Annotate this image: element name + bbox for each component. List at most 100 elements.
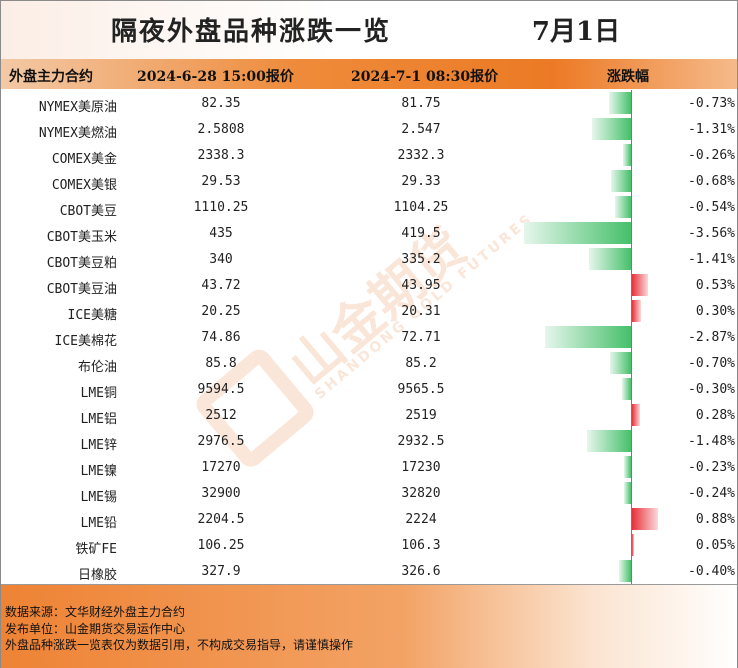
change-bar [632,534,634,556]
curr-price: 2.547 [401,122,441,137]
change-bar [524,222,631,244]
prev-price: 20.25 [201,304,241,319]
change-percent: -0.68% [688,174,735,189]
footer-source: 数据来源：文华财经外盘主力合约 [5,605,186,619]
curr-price: 2932.5 [397,434,445,449]
prev-price: 17270 [201,460,241,475]
curr-price: 326.6 [401,564,441,579]
table-row: LME铅 2204.5 2224 0.88% [1,506,737,532]
change-percent: -0.73% [688,96,735,111]
table-row: LME铜 9594.5 9565.5 -0.30% [1,376,737,402]
contract-name: CBOT美豆 [59,204,117,219]
title-bar: 隔夜外盘品种涨跌一览 7月1日 [1,1,737,60]
change-bar [609,92,631,114]
change-axis [631,90,632,584]
prev-price: 29.53 [201,174,241,189]
change-bar [632,274,648,296]
curr-price: 20.31 [401,304,441,319]
curr-price: 43.95 [401,278,441,293]
prev-price: 43.72 [201,278,241,293]
contract-name: ICE美棉花 [54,334,117,349]
header-curr-price: 2024-7-1 08:30报价 [351,69,499,85]
change-percent: -0.23% [688,460,735,475]
contract-name: NYMEX美燃油 [38,126,117,141]
change-bar [623,482,631,504]
table-header: 外盘主力合约 2024-6-28 15:00报价 2024-7-1 08:30报… [1,59,737,89]
change-percent: 0.53% [695,278,735,293]
change-bar [610,352,631,374]
table-row: 日橡胶 327.9 326.6 -0.40% [1,558,737,584]
contract-name: COMEX美银 [51,178,117,193]
curr-price: 17230 [401,460,441,475]
change-percent: -1.31% [688,122,735,137]
curr-price: 2519 [405,408,437,423]
table-row: 铁矿FE 106.25 106.3 0.05% [1,532,737,558]
prev-price: 106.25 [197,538,245,553]
change-percent: -0.54% [688,200,735,215]
prev-price: 2204.5 [197,512,245,527]
curr-price: 29.33 [401,174,441,189]
prev-price: 327.9 [201,564,241,579]
change-bar [632,300,641,322]
contract-name: 铁矿FE [75,542,117,557]
table-row: NYMEX美原油 82.35 81.75 -0.73% [1,90,737,116]
change-percent: 0.28% [695,408,735,423]
change-percent: -0.70% [688,356,735,371]
prev-price: 2512 [205,408,237,423]
contract-name: LME铝 [80,412,117,427]
header-prev-price: 2024-6-28 15:00报价 [137,69,294,85]
change-percent: -0.26% [688,148,735,163]
table-row: 布伦油 85.8 85.2 -0.70% [1,350,737,376]
change-bar [591,118,631,140]
table-row: CBOT美豆油 43.72 43.95 0.53% [1,272,737,298]
contract-name: COMEX美金 [51,152,117,167]
table-row: CBOT美豆粕 340 335.2 -1.41% [1,246,737,272]
contract-name: 日橡胶 [77,568,117,583]
curr-price: 1104.25 [393,200,449,215]
change-percent: 0.88% [695,512,735,527]
curr-price: 32820 [401,486,441,501]
header-name: 外盘主力合约 [9,69,93,85]
table-row: COMEX美金 2338.3 2332.3 -0.26% [1,142,737,168]
curr-price: 81.75 [401,96,441,111]
table-row: ICE美糖 20.25 20.31 0.30% [1,298,737,324]
contract-name: CBOT美豆油 [46,282,117,297]
contract-name: CBOT美豆粕 [46,256,117,271]
contract-name: ICE美糖 [67,308,117,323]
change-bar [622,378,631,400]
curr-price: 2332.3 [397,148,445,163]
contract-name: LME锌 [80,438,117,453]
change-percent: -0.24% [688,486,735,501]
change-bar [586,430,631,452]
change-percent: -0.30% [688,382,735,397]
footer-publisher: 发布单位：山金期货交易运作中心 [5,622,186,636]
prev-price: 340 [209,252,233,267]
contract-name: LME铅 [80,516,117,531]
change-percent: 0.30% [695,304,735,319]
footer-disclaimer: 外盘品种涨跌一览表仅为数据引用，不构成交易指导，请谨慎操作 [5,638,354,652]
table-row: LME锌 2976.5 2932.5 -1.48% [1,428,737,454]
contract-name: LME锡 [80,490,117,505]
change-percent: -1.41% [688,252,735,267]
curr-price: 106.3 [401,538,441,553]
prev-price: 82.35 [201,96,241,111]
table-row: CBOT美豆 1110.25 1104.25 -0.54% [1,194,737,220]
contract-name: NYMEX美原油 [38,100,117,115]
prev-price: 435 [209,226,233,241]
contract-name: CBOT美玉米 [46,230,117,245]
contract-name: LME镍 [80,464,117,479]
change-bar [623,144,631,166]
page-title: 隔夜外盘品种涨跌一览 [110,17,391,47]
table-row: CBOT美玉米 435 419.5 -3.56% [1,220,737,246]
prev-price: 9594.5 [197,382,245,397]
change-bar [610,170,631,192]
change-bar [632,404,641,426]
change-bar [624,456,631,478]
change-percent: 0.05% [695,538,735,553]
table-row: LME镍 17270 17230 -0.23% [1,454,737,480]
change-bar [588,248,631,270]
table-row: COMEX美银 29.53 29.33 -0.68% [1,168,737,194]
contract-name: LME铜 [80,386,117,401]
change-percent: -3.56% [688,226,735,241]
